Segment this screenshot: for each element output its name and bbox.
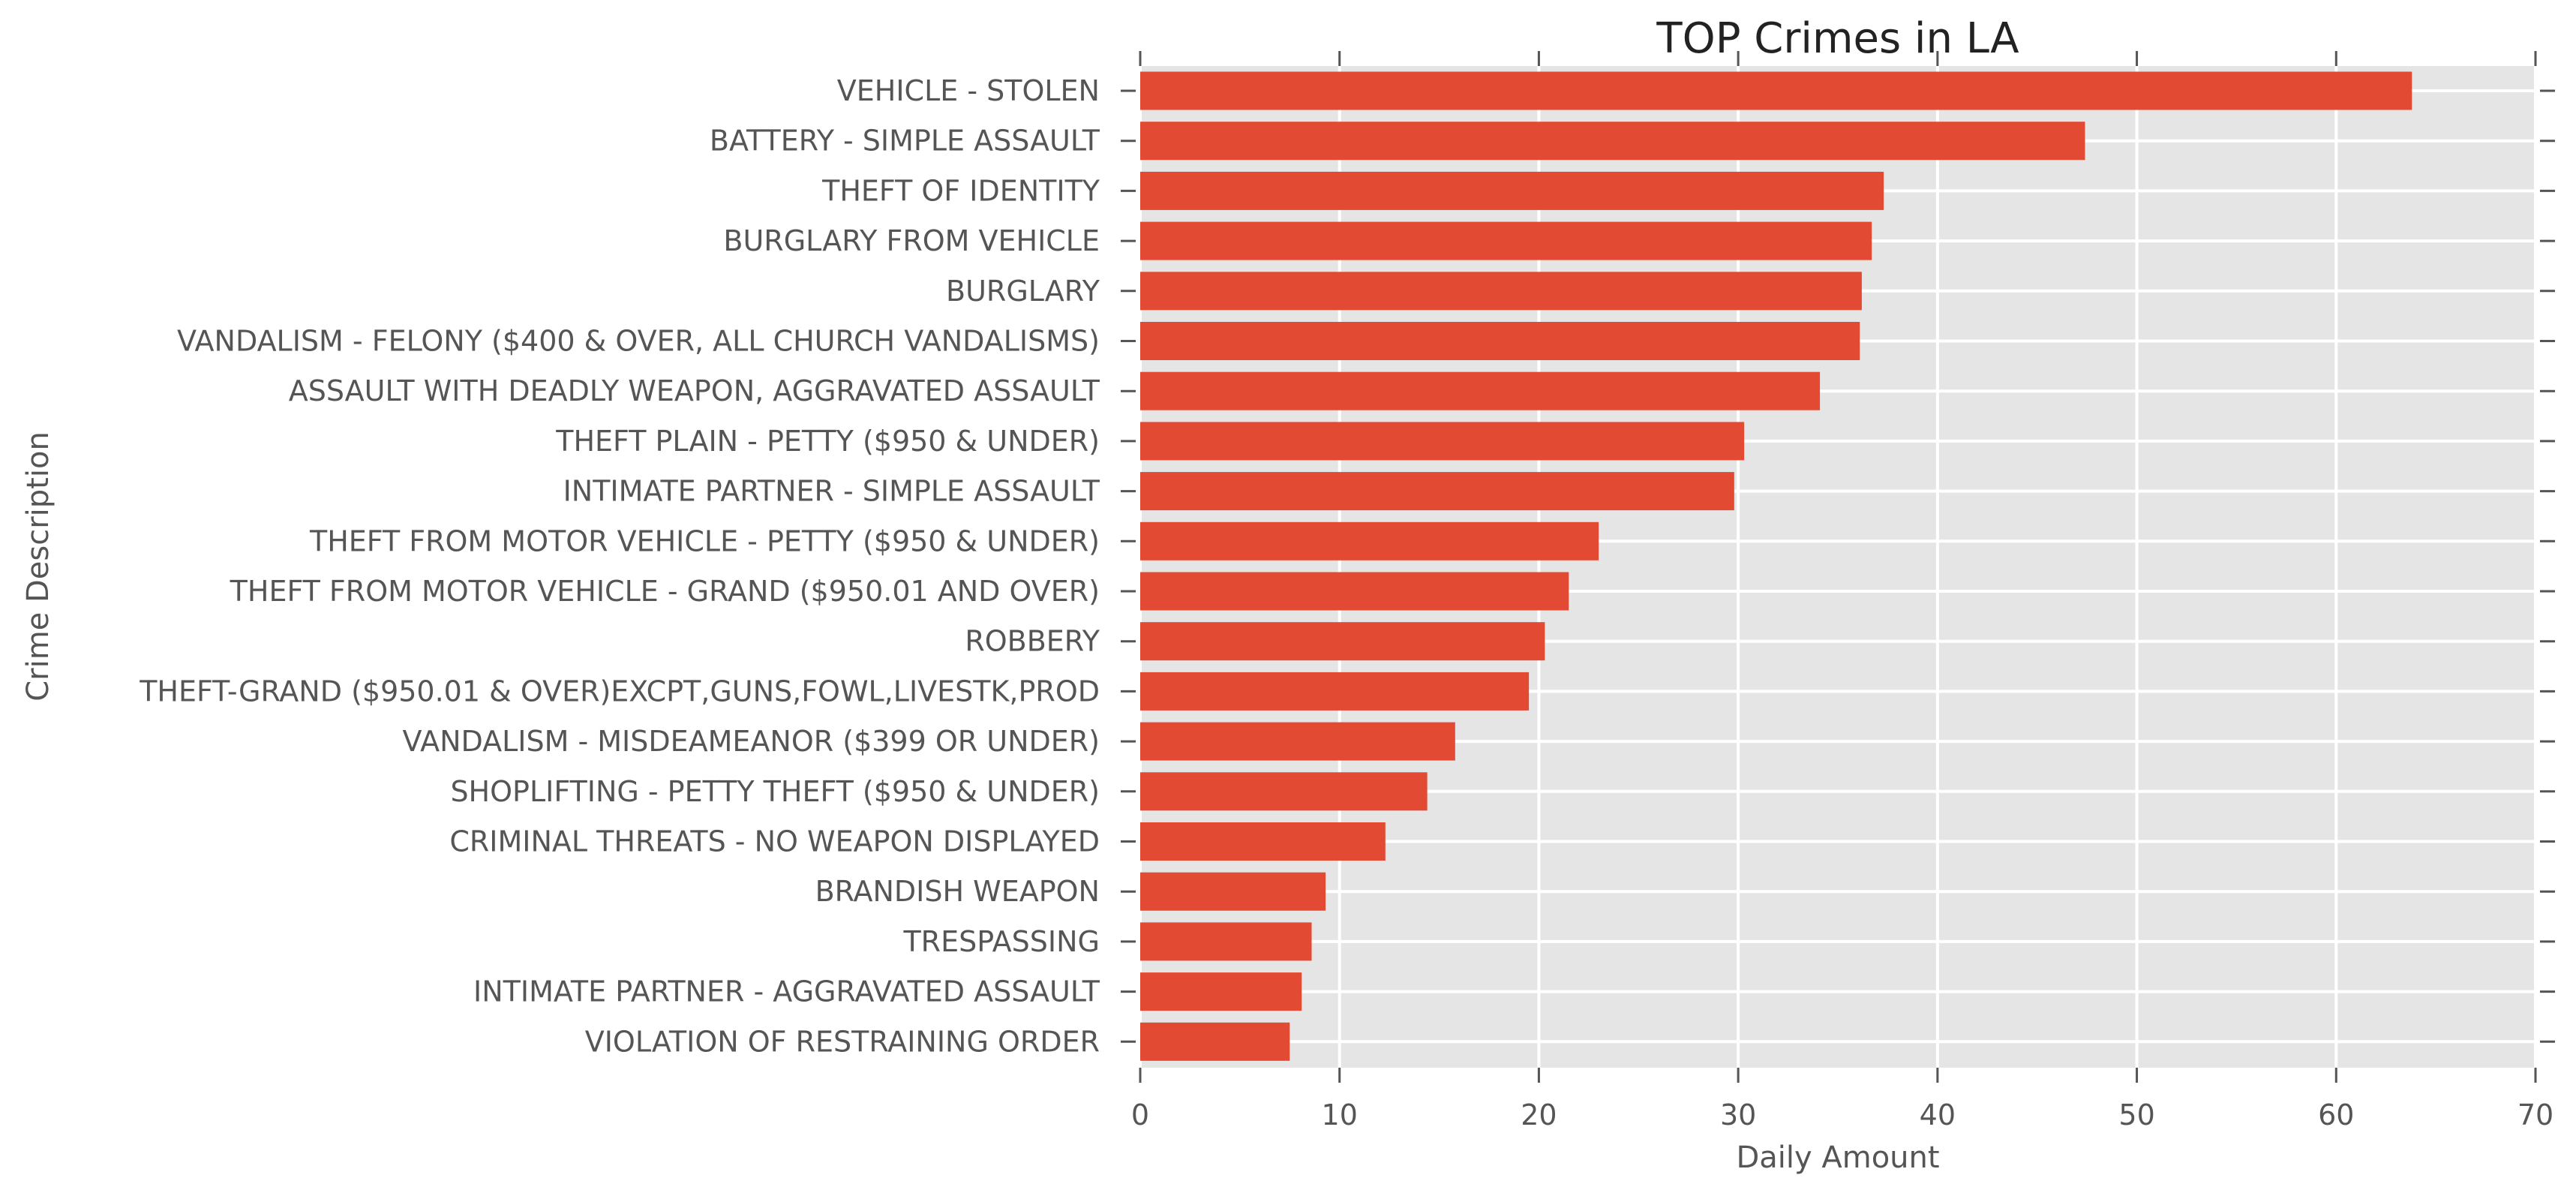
category-label: THEFT FROM MOTOR VEHICLE - GRAND ($950.0… bbox=[230, 575, 1100, 608]
bar bbox=[1140, 322, 1860, 360]
category-label: TRESPASSING bbox=[902, 925, 1100, 958]
category-label: VEHICLE - STOLEN bbox=[837, 74, 1100, 107]
bar bbox=[1140, 472, 1734, 511]
category-label: THEFT OF IDENTITY bbox=[821, 174, 1100, 207]
bars bbox=[1140, 71, 2412, 1061]
bar bbox=[1140, 722, 1455, 761]
category-label: THEFT FROM MOTOR VEHICLE - PETTY ($950 &… bbox=[309, 524, 1100, 557]
category-label: BRANDISH WEAPON bbox=[815, 875, 1100, 908]
category-label: BURGLARY FROM VEHICLE bbox=[723, 224, 1100, 257]
x-tick-label: 60 bbox=[2318, 1098, 2354, 1131]
bar bbox=[1140, 122, 2085, 161]
bar bbox=[1140, 221, 1872, 260]
category-label: VANDALISM - MISDEAMEANOR ($399 OR UNDER) bbox=[403, 725, 1100, 758]
x-tick-label: 20 bbox=[1521, 1098, 1557, 1131]
category-label: BATTERY - SIMPLE ASSAULT bbox=[710, 125, 1100, 158]
category-label: THEFT-GRAND ($950.01 & OVER)EXCPT,GUNS,F… bbox=[139, 675, 1100, 708]
x-axis-label: Daily Amount bbox=[1736, 1140, 1939, 1175]
x-tick-label: 50 bbox=[2118, 1098, 2154, 1131]
bar bbox=[1140, 822, 1386, 861]
category-label: SHOPLIFTING - PETTY THEFT ($950 & UNDER) bbox=[450, 775, 1100, 808]
x-tick-label: 40 bbox=[1920, 1098, 1956, 1131]
x-tick-label: 70 bbox=[2517, 1098, 2553, 1131]
bar bbox=[1140, 171, 1884, 210]
x-tick-labels: 0 10 20 30 40 50 60 70 bbox=[1131, 1098, 2553, 1131]
category-label: ROBBERY bbox=[965, 625, 1100, 658]
category-label: VIOLATION OF RESTRAINING ORDER bbox=[585, 1025, 1100, 1058]
bar bbox=[1140, 672, 1530, 711]
plot-background bbox=[1140, 66, 2535, 1068]
x-tick-label: 0 bbox=[1131, 1098, 1149, 1131]
category-label: ASSAULT WITH DEADLY WEAPON, AGGRAVATED A… bbox=[289, 374, 1100, 407]
bar bbox=[1140, 622, 1545, 661]
category-label: VANDALISM - FELONY ($400 & OVER, ALL CHU… bbox=[177, 325, 1100, 358]
category-label: BURGLARY bbox=[946, 275, 1100, 308]
chart-title: TOP Crimes in LA bbox=[1656, 14, 2019, 63]
bar bbox=[1140, 572, 1569, 611]
bar bbox=[1140, 972, 1302, 1011]
ticks bbox=[1121, 51, 2555, 1083]
category-label: INTIMATE PARTNER - AGGRAVATED ASSAULT bbox=[473, 975, 1100, 1008]
bar bbox=[1140, 422, 1745, 461]
category-label: CRIMINAL THREATS - NO WEAPON DISPLAYED bbox=[449, 825, 1100, 858]
bar bbox=[1140, 772, 1428, 811]
y-axis-label: Crime Description bbox=[21, 431, 56, 702]
bar bbox=[1140, 521, 1599, 560]
bar bbox=[1140, 872, 1326, 911]
bar bbox=[1140, 922, 1312, 961]
category-label: THEFT PLAIN - PETTY ($950 & UNDER) bbox=[555, 425, 1100, 458]
bar bbox=[1140, 371, 1821, 410]
x-tick-label: 30 bbox=[1720, 1098, 1756, 1131]
category-labels: VEHICLE - STOLEN BATTERY - SIMPLE ASSAULT… bbox=[139, 74, 1100, 1058]
bar bbox=[1140, 1022, 1290, 1061]
x-tick-label: 10 bbox=[1322, 1098, 1358, 1131]
bar bbox=[1140, 272, 1862, 311]
category-label: INTIMATE PARTNER - SIMPLE ASSAULT bbox=[563, 475, 1100, 508]
bar bbox=[1140, 71, 2412, 110]
